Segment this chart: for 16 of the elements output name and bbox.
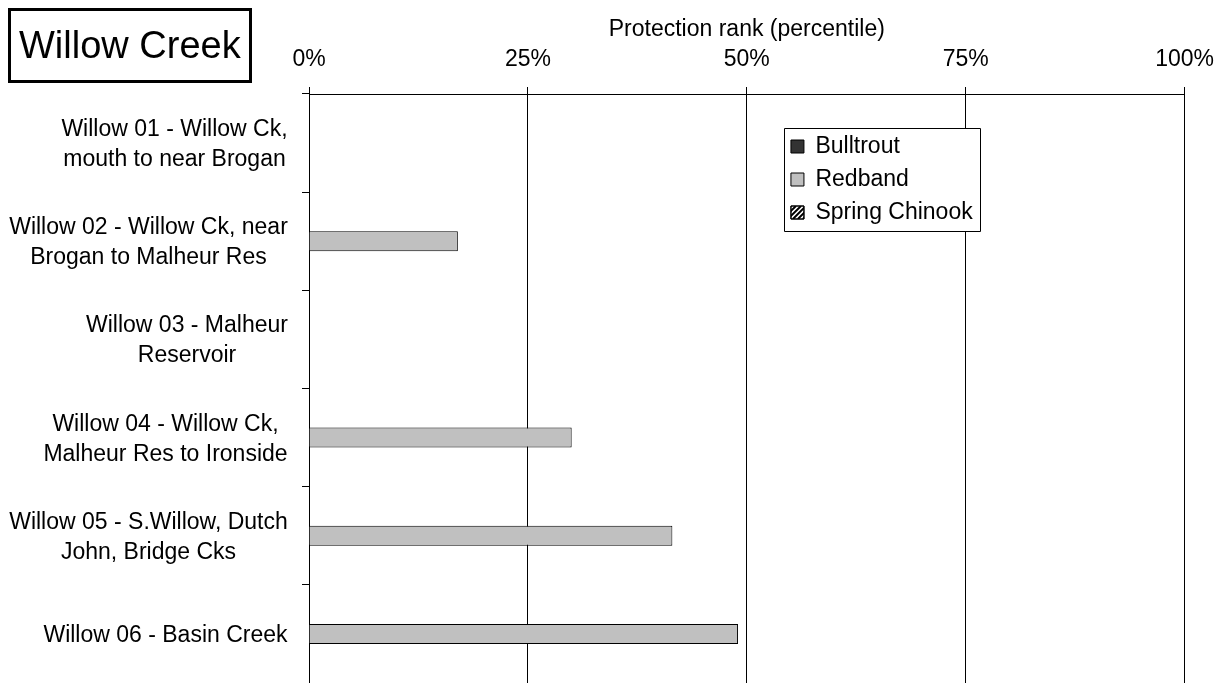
y-tick-label: Willow 06 - Basin Creek (42, 619, 289, 649)
x-axis-title: Protection rank (percentile) (608, 15, 885, 42)
x-tick-label: 0% (292, 44, 326, 71)
y-tick-label: Willow 04 - Willow Ck, Malheur Res to Ironside (42, 408, 289, 468)
legend-label: Bulltrout (815, 131, 901, 158)
x-tick-label: 50% (723, 44, 770, 71)
legend-label: Redband (815, 164, 909, 191)
x-tick-label: 25% (504, 44, 551, 71)
chart-title: Willow Creek (8, 8, 252, 83)
x-tick-label: 75% (942, 44, 989, 71)
x-tick-label: 100% (1155, 44, 1214, 71)
legend-label: Spring Chinook (815, 197, 974, 224)
y-tick-label: Willow 05 - S.Willow, Dutch John, Bridge Cks (8, 506, 289, 566)
y-tick-label: Willow 02 - Willow Ck, near Brogan to Malheur Res (8, 212, 289, 272)
y-tick-label: Willow 01 - Willow Ck, mouth to near Brogan (60, 114, 289, 174)
y-tick-label: Willow 03 - Malheur Reservoir (85, 310, 289, 370)
